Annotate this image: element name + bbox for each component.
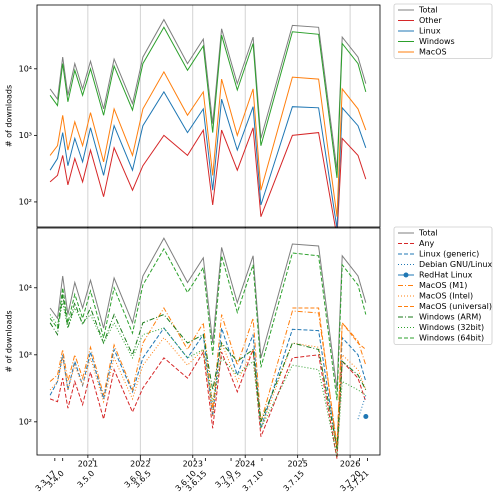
y-axis-label: # of downloads bbox=[5, 310, 14, 372]
legend-label: Any bbox=[419, 239, 435, 248]
plot-area bbox=[37, 5, 380, 227]
series-line bbox=[49, 70, 367, 217]
legend-label: MacOS (M1) bbox=[419, 281, 467, 290]
legend-label: Linux bbox=[419, 27, 441, 36]
legend-label: MacOS (universal) bbox=[419, 302, 492, 311]
version-label: 3.7.15 bbox=[282, 469, 306, 493]
y-tick-label: 10² bbox=[19, 417, 32, 426]
legend-label: Windows (64bit) bbox=[419, 334, 484, 343]
axes-frame bbox=[36, 227, 381, 456]
y-axis-label: # of downloads bbox=[5, 85, 14, 147]
series-line bbox=[49, 307, 367, 446]
y-tick-label: 10⁴ bbox=[19, 283, 32, 292]
legend-frame bbox=[393, 226, 493, 345]
legend-label: Other bbox=[419, 16, 442, 25]
y-tick-label: 10⁴ bbox=[19, 64, 32, 73]
legend-label: Debian GNU/Linux bbox=[419, 260, 492, 269]
series-line bbox=[292, 307, 367, 449]
axes-frame bbox=[36, 4, 381, 228]
y-tick-label: 10² bbox=[19, 197, 32, 206]
legend-label: MacOS (Intel) bbox=[419, 292, 473, 301]
data-point bbox=[363, 414, 369, 420]
series-line bbox=[357, 395, 367, 420]
y-tick-label: 10³ bbox=[19, 350, 32, 359]
legend-marker bbox=[403, 272, 409, 278]
legend-label: RedHat Linux bbox=[419, 271, 473, 280]
series-line bbox=[49, 327, 367, 451]
series-line bbox=[49, 237, 367, 390]
plot-area bbox=[37, 228, 380, 455]
version-label: 3.7.10 bbox=[241, 469, 265, 493]
x-tick-label: 2022 bbox=[130, 460, 150, 469]
legend-label: Linux (generic) bbox=[419, 250, 479, 259]
x-tick-label: 2024 bbox=[235, 460, 255, 469]
series-line bbox=[49, 247, 367, 401]
series-line bbox=[49, 18, 367, 171]
legend-label: Windows bbox=[419, 37, 455, 46]
legend-label: Total bbox=[418, 229, 438, 238]
y-tick-label: 10³ bbox=[19, 131, 32, 140]
x-tick-label: 2021 bbox=[78, 460, 98, 469]
legend-label: Windows (ARM) bbox=[419, 313, 481, 322]
series-line bbox=[49, 294, 367, 449]
series-line bbox=[49, 336, 367, 453]
series-line bbox=[49, 127, 367, 237]
series-line bbox=[49, 349, 367, 459]
x-tick-label: 2023 bbox=[183, 460, 203, 469]
legend-label: Total bbox=[418, 6, 438, 15]
series-line bbox=[49, 26, 367, 178]
series-line bbox=[49, 90, 367, 229]
legend-label: MacOS bbox=[419, 48, 447, 57]
version-label: 3.5.0 bbox=[76, 469, 97, 490]
x-tick-label: 2026 bbox=[340, 460, 360, 469]
legend-label: Windows (32bit) bbox=[419, 323, 484, 332]
x-tick-label: 2025 bbox=[287, 460, 307, 469]
legend-frame bbox=[393, 3, 493, 59]
